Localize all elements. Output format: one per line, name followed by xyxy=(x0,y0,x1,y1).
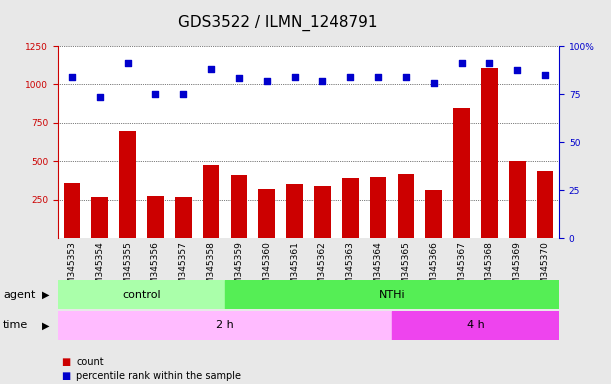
Bar xyxy=(342,178,359,238)
Point xyxy=(262,78,272,84)
Point xyxy=(373,74,383,80)
Point xyxy=(540,72,550,78)
Point xyxy=(67,74,77,80)
Bar xyxy=(225,280,559,309)
Bar xyxy=(425,190,442,238)
Text: ▶: ▶ xyxy=(42,320,49,331)
Text: 4 h: 4 h xyxy=(467,320,485,331)
Bar xyxy=(147,196,164,238)
Point xyxy=(150,91,160,97)
Bar xyxy=(287,184,303,238)
Point xyxy=(457,60,467,66)
Text: ■: ■ xyxy=(61,357,70,367)
Bar xyxy=(537,171,554,238)
Bar xyxy=(203,165,219,238)
Bar xyxy=(175,197,192,238)
Bar xyxy=(509,161,525,238)
Point xyxy=(513,67,522,73)
Point xyxy=(95,94,104,100)
Text: percentile rank within the sample: percentile rank within the sample xyxy=(76,371,241,381)
Bar xyxy=(119,131,136,238)
Bar xyxy=(453,108,470,238)
Bar xyxy=(258,189,275,238)
Bar xyxy=(58,311,392,340)
Point xyxy=(318,78,327,84)
Text: ▶: ▶ xyxy=(42,290,49,300)
Text: control: control xyxy=(122,290,161,300)
Text: NTHi: NTHi xyxy=(379,290,405,300)
Bar xyxy=(92,197,108,238)
Point xyxy=(429,80,439,86)
Text: 2 h: 2 h xyxy=(216,320,234,331)
Text: time: time xyxy=(3,320,28,331)
Bar xyxy=(392,311,559,340)
Bar xyxy=(481,68,498,238)
Bar xyxy=(230,175,247,238)
Bar xyxy=(64,183,80,238)
Text: count: count xyxy=(76,357,104,367)
Point xyxy=(345,74,355,80)
Point xyxy=(401,74,411,80)
Text: ■: ■ xyxy=(61,371,70,381)
Bar xyxy=(370,177,387,238)
Bar xyxy=(314,186,331,238)
Point xyxy=(485,60,494,66)
Text: GDS3522 / ILMN_1248791: GDS3522 / ILMN_1248791 xyxy=(178,15,378,31)
Point xyxy=(207,66,216,72)
Bar xyxy=(58,280,225,309)
Text: agent: agent xyxy=(3,290,35,300)
Point xyxy=(123,60,133,66)
Point xyxy=(290,74,299,80)
Bar xyxy=(398,174,414,238)
Point xyxy=(178,91,188,97)
Point xyxy=(234,75,244,81)
